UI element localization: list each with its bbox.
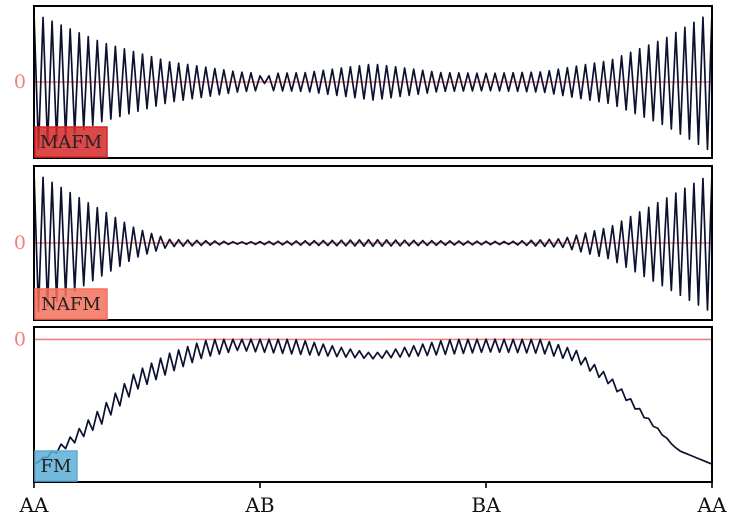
panel-frame (33, 5, 713, 159)
badge-label: FM (41, 456, 72, 477)
badge-label: NAFM (41, 294, 101, 315)
x-tick-label: AA (697, 493, 727, 517)
zero-tick-label: 0 (14, 328, 26, 350)
badge-box (34, 126, 108, 158)
series-line (34, 338, 712, 465)
panel-fm: 0 FM (14, 326, 713, 483)
panel-frame (33, 165, 713, 321)
panel-mafm: 0 MAFM (14, 5, 713, 159)
x-tick-label: AA (19, 493, 49, 517)
zero-tick-label: 0 (14, 71, 26, 93)
panel-nafm: 0 NAFM (14, 165, 713, 321)
panel-frame (33, 326, 713, 483)
x-tick-label: AB (244, 493, 274, 517)
series-line (34, 172, 712, 313)
x-tick-label: BA (471, 493, 501, 517)
badge-box (34, 288, 108, 320)
badge-label: MAFM (40, 132, 102, 153)
series-line (34, 12, 712, 151)
badge-box (34, 450, 78, 482)
zero-tick-label: 0 (14, 232, 26, 254)
